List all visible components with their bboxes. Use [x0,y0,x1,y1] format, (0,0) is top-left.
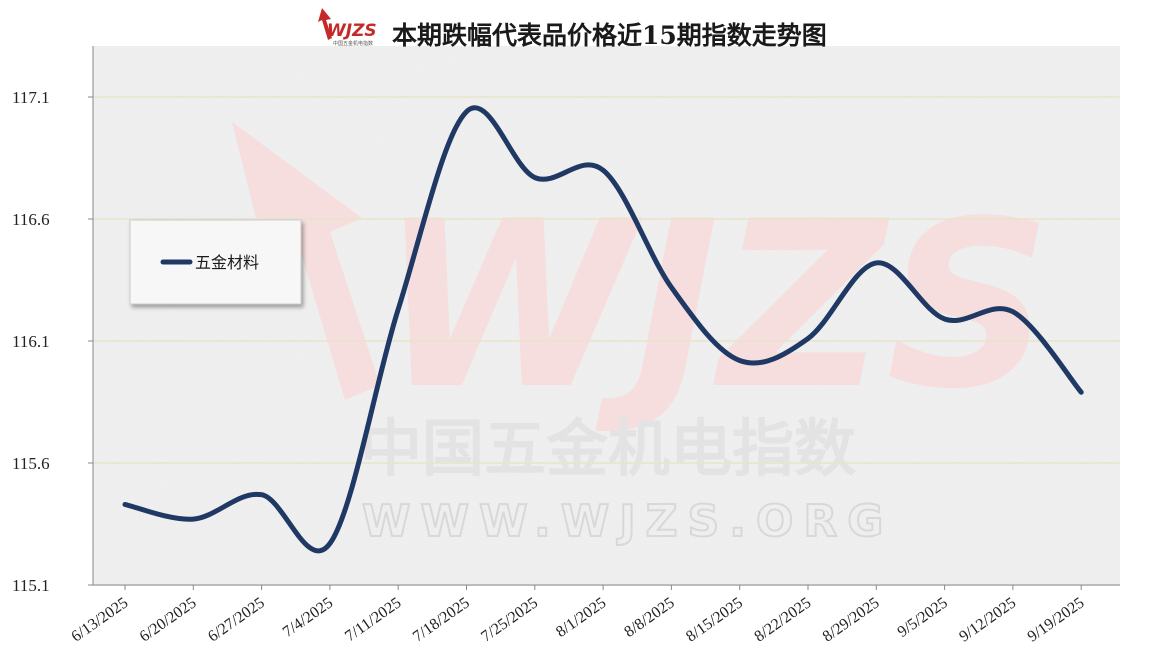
data-point [192,518,194,520]
y-tick-label: 116.6 [12,210,50,229]
y-tick-label: 116.1 [12,332,50,351]
data-point [1012,311,1014,313]
data-point [875,262,877,264]
watermark-cn: 中国五金机电指数 [360,412,856,485]
series-line-0 [122,105,1084,554]
x-tick-label: 6/20/2025 [137,594,200,645]
data-point [124,503,126,505]
x-tick-label: 7/25/2025 [478,594,541,645]
x-tick-label: 6/13/2025 [68,594,131,645]
watermark-url: WWW.WJZS.ORG [362,496,893,547]
data-point [534,177,536,179]
x-tick-labels: 6/13/2025 6/20/2025 6/27/2025 7/4/2025 7/11/… [68,594,1087,645]
y-tick-labels: 115.1 115.6 116.1 116.6 117.1 [12,88,50,595]
y-tick-label: 115.1 [12,576,50,595]
x-tick-label: 8/29/2025 [820,594,883,645]
x-tick-label: 9/5/2025 [895,594,951,641]
data-point [670,286,672,288]
watermark-logo: WJZS [380,173,1052,440]
data-point [261,494,263,496]
watermark: WJZS 中国五金机电指数 WWW.WJZS.ORG [232,122,1052,548]
y-tick-label: 117.1 [12,88,50,107]
data-point [466,111,467,113]
chart-header: WJZS 中国五金机电指数 本期跌幅代表品价格近15期指数走势图 [318,8,827,50]
watermark-arrow [232,122,380,400]
x-tick-label: 9/12/2025 [956,594,1019,645]
x-tick-label: 8/8/2025 [621,594,677,641]
gridlines [93,96,1120,464]
x-tick-label: 8/1/2025 [553,594,609,641]
x-tick-label: 9/19/2025 [1025,594,1088,645]
data-point [944,318,946,320]
data-point [739,360,741,362]
x-tick-label: 7/18/2025 [410,594,473,645]
y-tick-label: 115.6 [12,454,50,473]
logo-text: WJZS [327,21,377,41]
data-point [807,338,809,340]
axes [88,46,1120,590]
data-point [1080,391,1082,393]
legend: 五金材料 [129,219,302,305]
wjzs-logo: WJZS 中国五金机电指数 [318,8,377,47]
chart-title: 本期跌幅代表品价格近15期指数走势图 [392,21,827,50]
legend-label: 五金材料 [195,253,259,272]
x-tick-label: 6/27/2025 [205,594,268,645]
data-point [602,169,604,171]
logo-subtext: 中国五金机电指数 [333,40,373,47]
x-tick-label: 7/11/2025 [342,594,404,645]
data-point [397,308,399,310]
x-tick-label: 7/4/2025 [280,594,336,641]
logo-arrow-icon [318,8,332,40]
data-point [329,543,331,545]
legend-box [129,219,302,305]
series-layer [122,105,1084,554]
x-tick-label: 8/22/2025 [751,594,814,645]
x-tick-label: 8/15/2025 [683,594,746,645]
